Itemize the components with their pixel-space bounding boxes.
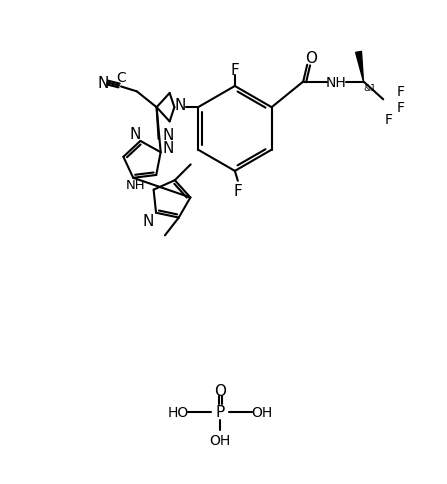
Text: P: P <box>215 405 225 420</box>
Text: &1: &1 <box>363 84 376 93</box>
Text: O: O <box>214 383 226 398</box>
Text: F: F <box>233 184 242 199</box>
Text: F: F <box>397 101 405 115</box>
Text: N: N <box>97 76 109 91</box>
Text: N: N <box>175 98 186 112</box>
Polygon shape <box>356 52 363 82</box>
Text: NH: NH <box>325 76 346 90</box>
Text: C: C <box>116 71 126 84</box>
Text: O: O <box>305 51 317 66</box>
Text: N: N <box>130 126 141 141</box>
Text: HO: HO <box>168 405 189 419</box>
Text: OH: OH <box>251 405 272 419</box>
Text: F: F <box>397 85 405 99</box>
Text: F: F <box>384 113 392 127</box>
Text: N: N <box>163 140 174 155</box>
Text: N: N <box>143 214 154 228</box>
Text: OH: OH <box>209 433 231 447</box>
Text: F: F <box>231 62 239 77</box>
Text: N: N <box>163 128 174 143</box>
Text: NH: NH <box>126 179 146 192</box>
